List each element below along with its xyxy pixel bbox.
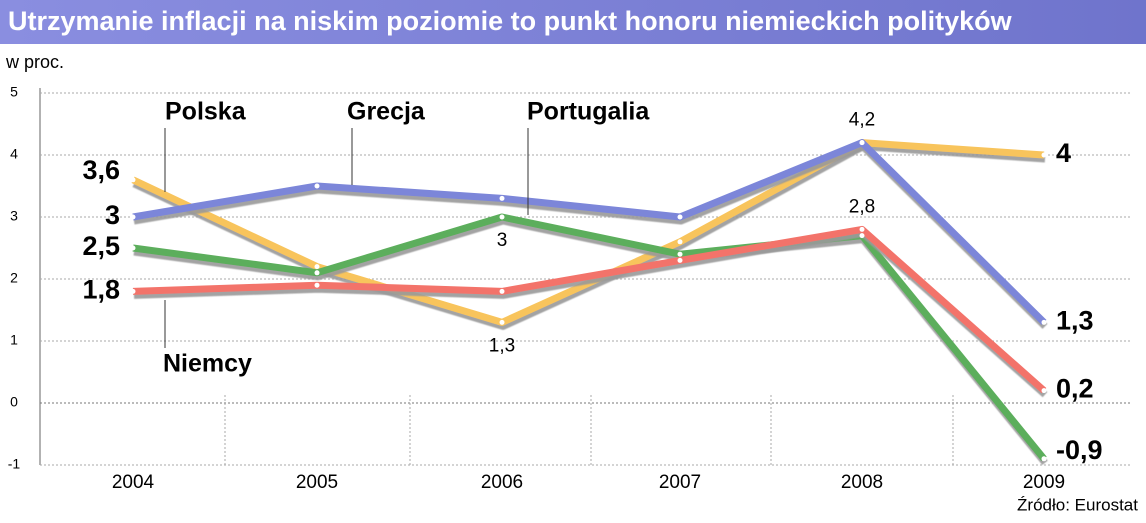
title-bar: [0, 0, 1146, 44]
data-point: [677, 239, 683, 245]
value-label: 3: [497, 230, 508, 251]
y-tick-label: 3: [10, 208, 18, 224]
y-tick-label: 5: [10, 84, 18, 100]
data-point: [1041, 388, 1047, 394]
value-label: 3,6: [82, 155, 120, 185]
x-tick-label: 2007: [659, 472, 701, 493]
value-label: 1,3: [1056, 306, 1094, 336]
value-label: 4,2: [849, 110, 875, 131]
subtitle: w proc.: [5, 52, 64, 72]
data-point: [130, 288, 136, 294]
data-point: [314, 264, 320, 270]
data-point: [314, 270, 320, 276]
y-tick-label: 0: [10, 394, 18, 410]
data-point: [130, 245, 136, 251]
value-label: 1,3: [489, 335, 515, 356]
value-label: 3: [105, 200, 120, 230]
series-name: Portugalia: [527, 98, 650, 126]
data-point: [130, 214, 136, 220]
series-line: [131, 139, 1045, 326]
y-tick-label: 4: [10, 146, 18, 162]
y-tick-label: 2: [10, 270, 18, 286]
value-label: 2,5: [82, 231, 120, 261]
value-label: 2,8: [849, 196, 875, 217]
x-tick-label: 2006: [481, 472, 523, 493]
x-tick-label: 2004: [112, 472, 155, 493]
series-name: Grecja: [347, 98, 426, 126]
x-tick-label: 2008: [841, 472, 883, 493]
data-point: [677, 251, 683, 257]
x-tick-label: 2005: [296, 472, 338, 493]
value-label: -0,9: [1056, 435, 1103, 465]
series-name: Polska: [165, 98, 247, 126]
data-point: [859, 226, 865, 232]
value-label: 1,8: [82, 275, 120, 305]
data-point: [499, 288, 505, 294]
data-point: [499, 214, 505, 220]
data-point: [677, 214, 683, 220]
series-line: [132, 225, 1047, 394]
data-point: [677, 257, 683, 263]
value-label: 4: [1056, 138, 1071, 168]
data-point: [859, 233, 865, 239]
value-label: 0,2: [1056, 374, 1094, 404]
data-point: [130, 177, 136, 183]
data-point: [314, 282, 320, 288]
y-tick-label: 1: [10, 332, 18, 348]
data-point: [1041, 319, 1047, 325]
y-tick-label: -1: [8, 456, 21, 472]
series-line: [132, 213, 1047, 462]
x-tick-label: 2009: [1023, 472, 1065, 493]
data-point: [859, 140, 865, 146]
series-name: Niemcy: [163, 350, 252, 378]
source: Źródło: Eurostat: [1017, 495, 1138, 514]
data-point: [499, 195, 505, 201]
data-point: [1041, 152, 1047, 158]
data-point: [499, 319, 505, 325]
data-point: [314, 183, 320, 189]
series-line: [132, 139, 1047, 325]
data-point: [1041, 456, 1047, 462]
chart-title: Utrzymanie inflacji na niskim poziomie t…: [8, 6, 1013, 36]
